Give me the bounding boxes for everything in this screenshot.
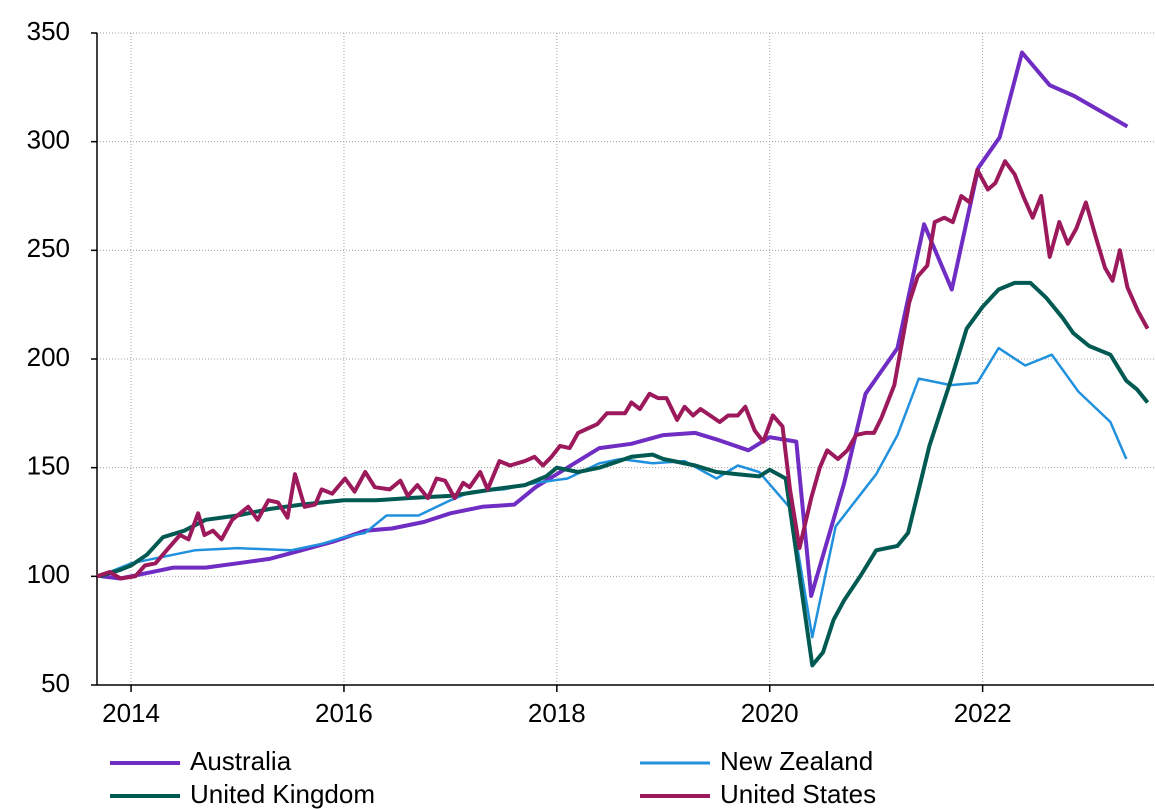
y-tick-label: 150 — [27, 451, 70, 481]
x-tick-label: 2022 — [954, 698, 1012, 728]
y-tick-label: 350 — [27, 16, 70, 46]
legend-label: Australia — [190, 746, 292, 776]
line-series — [101, 50, 1129, 598]
x-tick-label: 2016 — [315, 698, 373, 728]
line-series — [98, 280, 1150, 668]
legend-label: New Zealand — [720, 746, 873, 776]
y-tick-label: 200 — [27, 342, 70, 372]
line-series — [96, 159, 1150, 581]
y-tick-label: 100 — [27, 559, 70, 589]
y-tick-label: 250 — [27, 233, 70, 263]
x-tick-label: 2014 — [102, 698, 160, 728]
legend-label: United Kingdom — [190, 779, 375, 809]
legend-label: United States — [720, 779, 876, 809]
x-tick-label: 2020 — [741, 698, 799, 728]
line-series — [98, 346, 1128, 639]
y-tick-label: 50 — [41, 668, 70, 698]
y-tick-label: 300 — [27, 125, 70, 155]
x-tick-label: 2018 — [528, 698, 586, 728]
